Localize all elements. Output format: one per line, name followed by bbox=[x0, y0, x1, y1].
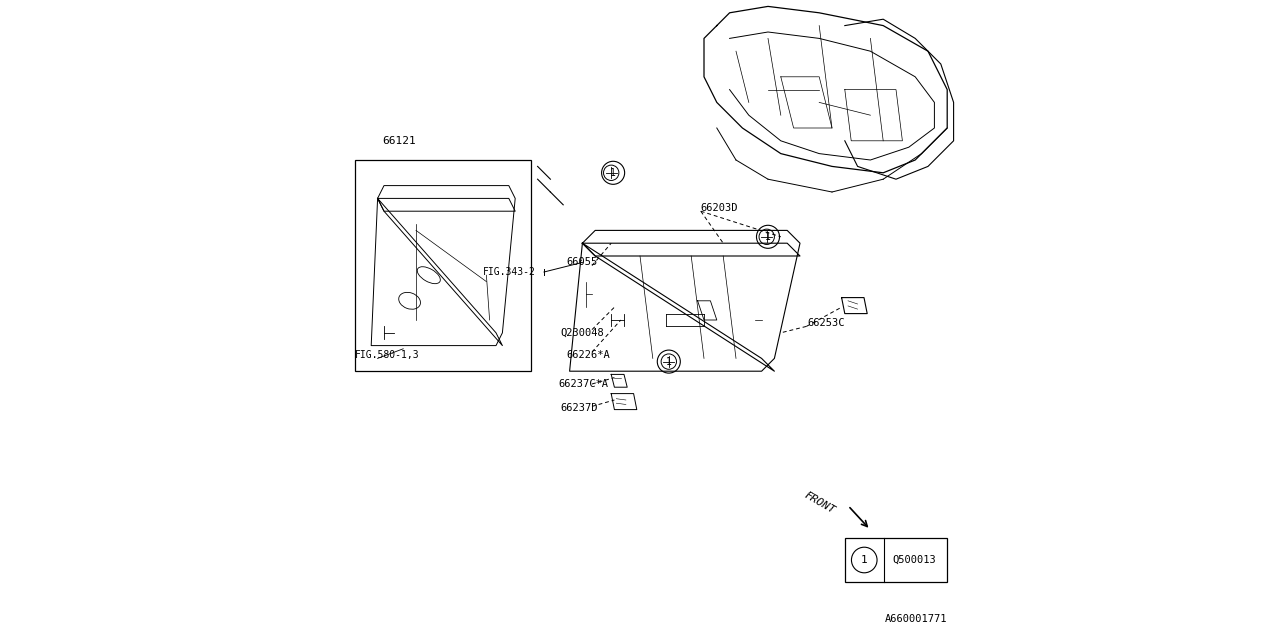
Bar bbox=[356, 160, 531, 371]
Text: 1: 1 bbox=[861, 555, 868, 565]
Text: 66203D: 66203D bbox=[701, 203, 739, 213]
Bar bbox=[845, 538, 947, 582]
Text: 66226*A: 66226*A bbox=[566, 350, 611, 360]
Text: A660001771: A660001771 bbox=[884, 614, 947, 624]
Text: 66253C: 66253C bbox=[808, 318, 845, 328]
Text: 66055: 66055 bbox=[566, 257, 598, 268]
Text: 1: 1 bbox=[666, 356, 672, 367]
Text: FRONT: FRONT bbox=[803, 490, 836, 515]
Text: FIG.343-2: FIG.343-2 bbox=[484, 267, 536, 277]
Text: 1: 1 bbox=[765, 232, 771, 242]
Text: 66237C*A: 66237C*A bbox=[559, 379, 609, 389]
Text: Q230048: Q230048 bbox=[561, 328, 604, 338]
Text: Q500013: Q500013 bbox=[892, 555, 936, 565]
Text: 66237D: 66237D bbox=[561, 403, 598, 413]
Text: 1: 1 bbox=[611, 168, 616, 178]
Text: 66121: 66121 bbox=[383, 136, 416, 146]
Text: FIG.580-1,3: FIG.580-1,3 bbox=[356, 350, 420, 360]
